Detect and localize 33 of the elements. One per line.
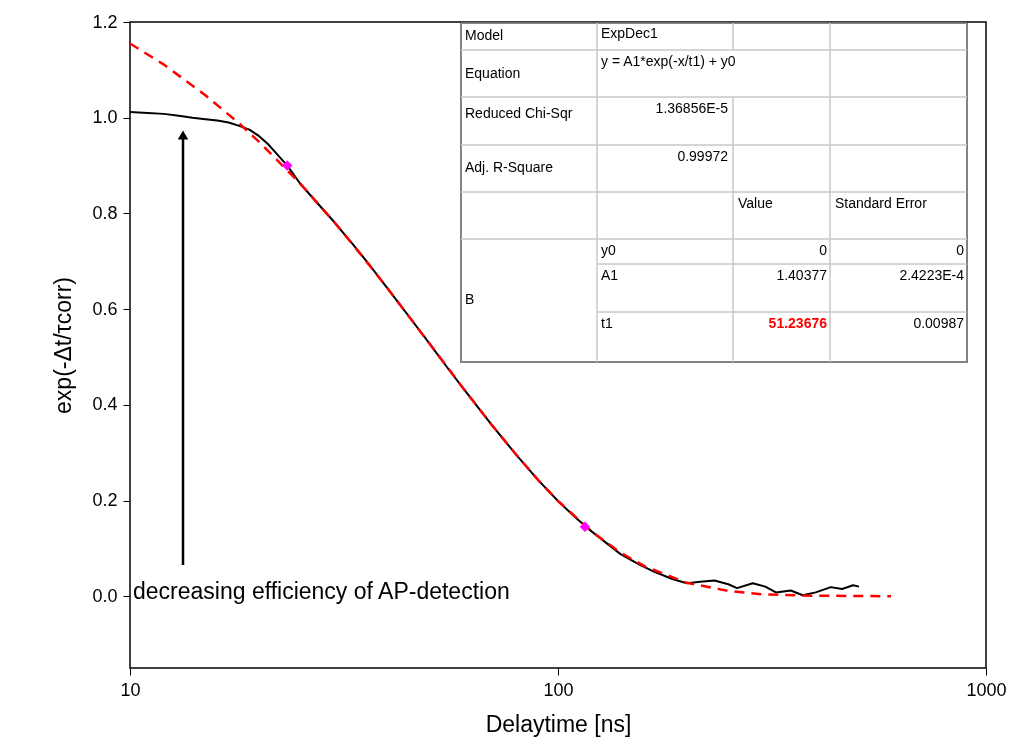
y-axis-title: exp(-Δt/τcorr) (50, 277, 77, 414)
y-tick-label: 0.6 (92, 298, 118, 319)
annotation: 1.40377 (776, 267, 828, 283)
y-tick-label: 0.0 (92, 585, 118, 606)
annotation: ExpDec1 (601, 25, 659, 41)
annotation: t1 (601, 315, 613, 331)
annotation: decreasing efficiency of AP-detection (133, 578, 510, 604)
x-tick-label: 10 (120, 679, 141, 700)
y-tick-label: 0.2 (92, 490, 118, 511)
annotation: Adj. R-Square (465, 159, 554, 175)
annotation: 1.36856E-5 (655, 100, 729, 116)
annotation: 51.23676 (768, 315, 828, 331)
annotation: 0 (956, 242, 965, 258)
y-tick-label: 0.4 (92, 394, 118, 415)
annotation: Standard Error (835, 195, 928, 211)
y-tick-label: 1.2 (92, 11, 118, 32)
annotation: y = A1*exp(-x/t1) + y0 (601, 53, 736, 69)
annotation: Value (738, 195, 773, 211)
annotation: Equation (465, 65, 521, 81)
annotation: 0 (819, 242, 828, 258)
annotation: Reduced Chi-Sqr (465, 105, 573, 121)
x-axis-title: Delaytime [ns] (485, 710, 632, 737)
annotation: A1 (601, 267, 619, 283)
annotation: 2.4223E-4 (899, 267, 965, 283)
annotation: 0.00987 (913, 315, 965, 331)
annotation: 0.99972 (677, 148, 729, 164)
x-tick-label: 1000 (966, 679, 1007, 700)
annotation: B (465, 291, 475, 307)
y-tick-label: 1.0 (92, 107, 118, 128)
x-tick-label: 100 (543, 679, 574, 700)
annotation: y0 (601, 242, 616, 258)
y-tick-label: 0.8 (92, 202, 118, 223)
annotation: Model (465, 27, 504, 43)
